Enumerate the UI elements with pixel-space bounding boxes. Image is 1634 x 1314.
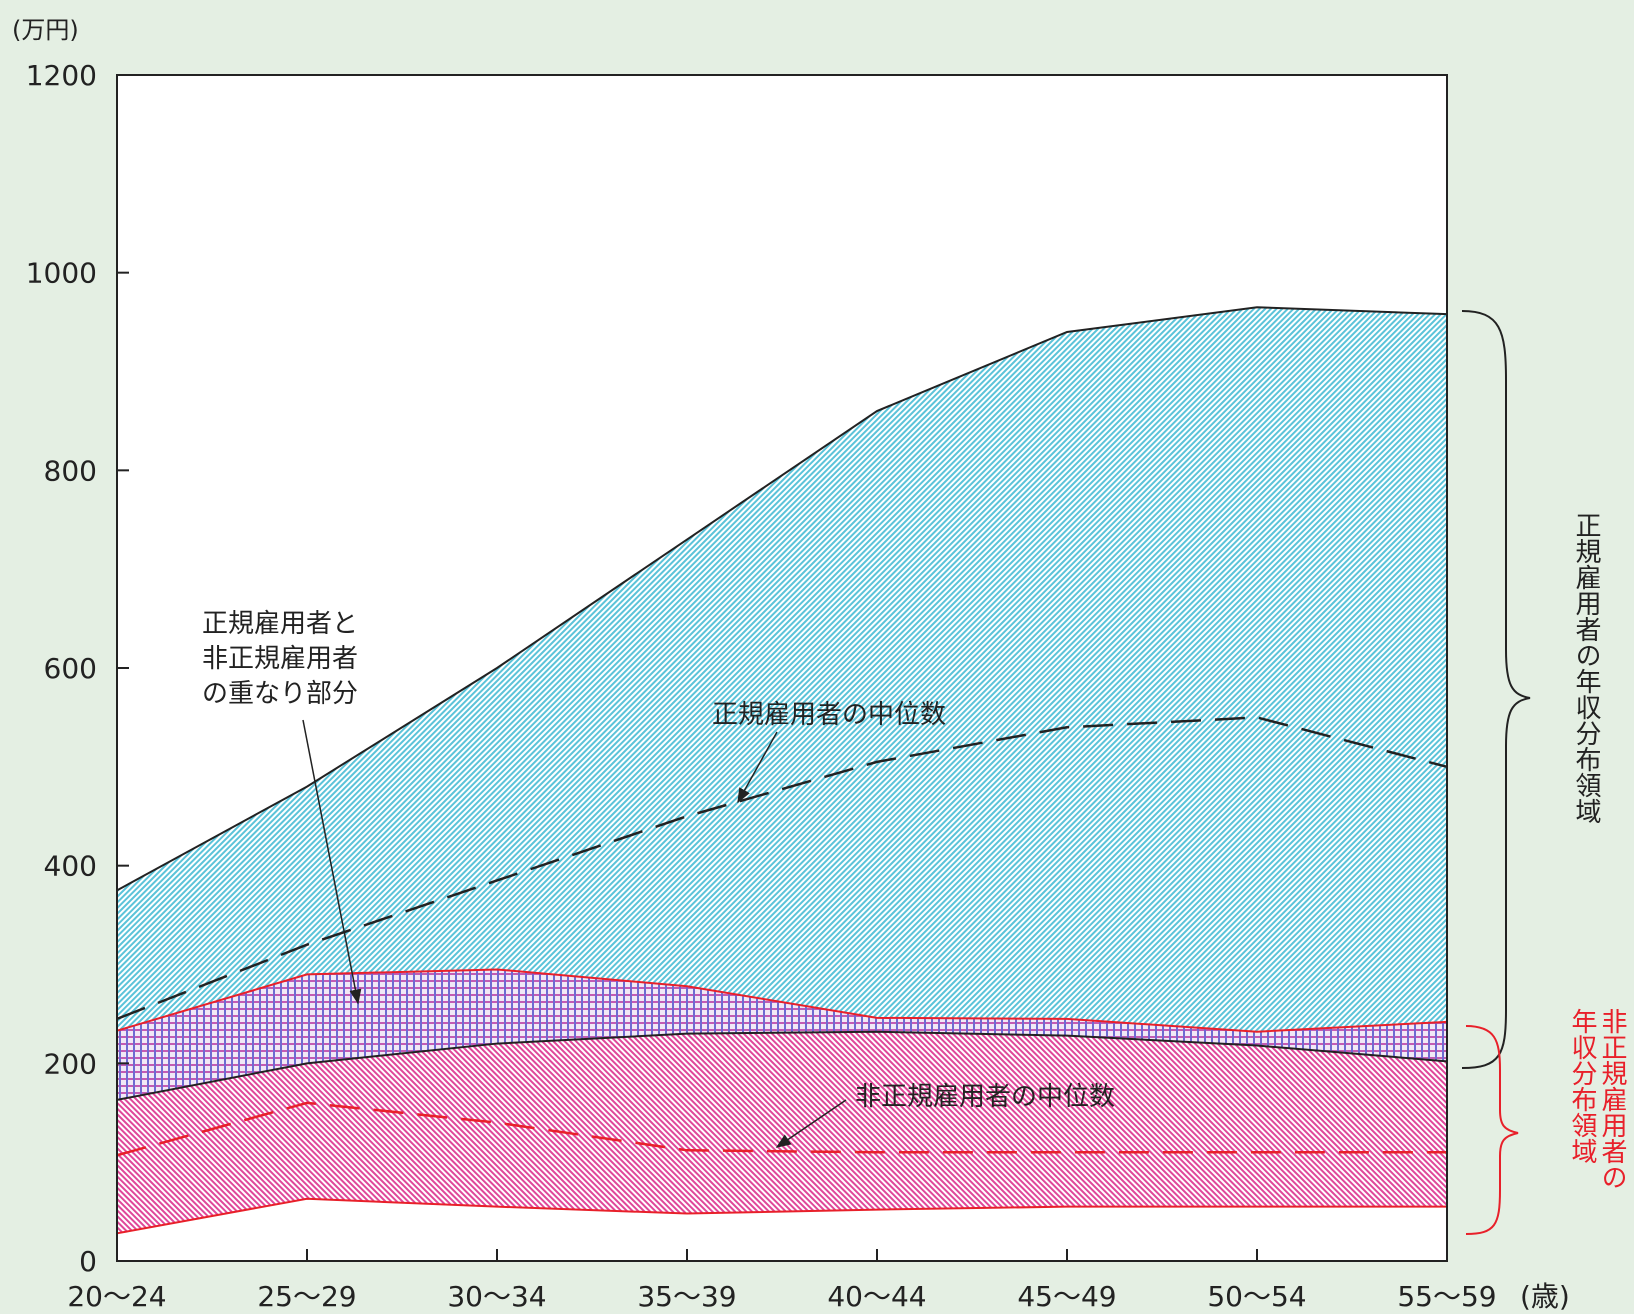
overlap-area bbox=[117, 969, 1447, 1100]
regular-range-label: 正規雇用者の年収分布領域 bbox=[1571, 512, 1601, 824]
x-unit-label: (歳) bbox=[1520, 1280, 1570, 1313]
regular-median-arrow bbox=[737, 731, 778, 804]
regular-median-label: 正規雇用者の中位数 bbox=[712, 700, 946, 730]
y-tick-label: 1000 bbox=[26, 257, 97, 290]
nonregular-median-line bbox=[116, 1101, 1447, 1157]
nonreg-median-arrow bbox=[775, 1099, 847, 1148]
y-unit-label: (万円) bbox=[12, 16, 79, 44]
overlap-label-line-1: 正規雇用者と bbox=[202, 609, 358, 639]
nonregular-distribution-area bbox=[117, 1031, 1447, 1234]
regular-lower-line bbox=[116, 1030, 1448, 1101]
overlap-label-line-2: 非正規雇用者 bbox=[202, 644, 358, 674]
x-tick-label: 35～39 bbox=[637, 1280, 736, 1313]
x-tick-label: 50～54 bbox=[1207, 1280, 1306, 1313]
regular-distribution-area bbox=[117, 307, 1447, 1032]
regular-median-line bbox=[116, 716, 1448, 1021]
y-tick-label: 800 bbox=[44, 454, 97, 487]
regular-upper-line bbox=[116, 306, 1448, 892]
y-tick-label: 600 bbox=[44, 652, 97, 685]
overlap-label-line-3: の重なり部分 bbox=[202, 679, 358, 709]
y-tick-label: 0 bbox=[79, 1245, 97, 1278]
y-tick-label: 400 bbox=[44, 850, 97, 883]
x-tick-label: 25～29 bbox=[257, 1280, 356, 1313]
x-tick-label: 55～59 bbox=[1397, 1280, 1496, 1313]
nonreg-range-label-col2: 年収分布領域 bbox=[1567, 1008, 1597, 1164]
nonregular-upper-line bbox=[116, 968, 1448, 1033]
nonreg-range-label-col1: 非正規雇用者の bbox=[1597, 1008, 1627, 1190]
nonreg-range-brace bbox=[1465, 1025, 1519, 1235]
x-tick-label: 30～34 bbox=[447, 1280, 546, 1313]
nonreg-median-label: 非正規雇用者の中位数 bbox=[855, 1082, 1115, 1112]
regular-range-brace bbox=[1461, 310, 1531, 1069]
y-tick-label: 200 bbox=[44, 1047, 97, 1080]
y-tick-label: 1200 bbox=[26, 59, 97, 92]
x-tick-label: 45～49 bbox=[1017, 1280, 1116, 1313]
x-tick-label: 40～44 bbox=[827, 1280, 926, 1313]
x-tick-label: 20～24 bbox=[67, 1280, 166, 1313]
nonregular-lower-line bbox=[116, 1197, 1447, 1235]
overlap-arrow bbox=[302, 719, 362, 1005]
